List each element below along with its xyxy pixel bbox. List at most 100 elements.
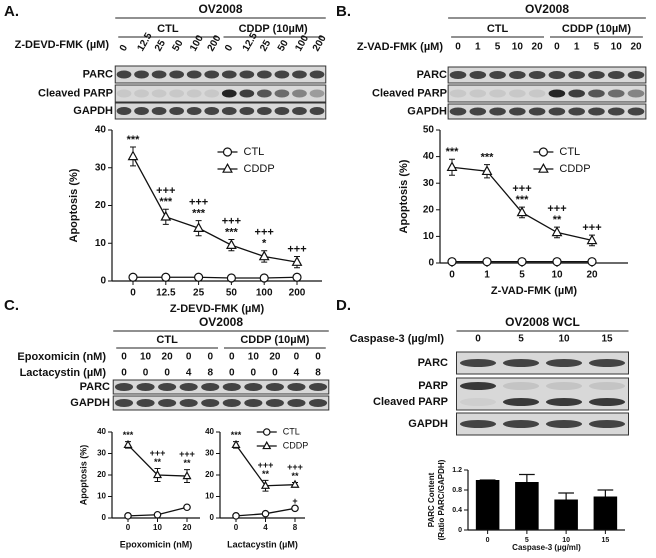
point — [225, 239, 237, 249]
lane-label: 0 — [207, 352, 213, 363]
series-line — [133, 276, 298, 279]
group-label: CDDP (10µM) — [240, 334, 309, 346]
blot-band — [256, 107, 272, 115]
significance: +++ — [287, 462, 303, 472]
lane-label: 0 — [229, 352, 235, 363]
y-tick-label: 40 — [97, 427, 106, 436]
blot-band — [588, 398, 626, 406]
panel-letter: B. — [336, 3, 351, 20]
lane-label: 0 — [475, 334, 481, 345]
blot-band — [545, 398, 583, 406]
significance: +++ — [547, 203, 566, 215]
y-tick-label: 50 — [423, 125, 435, 136]
legend-marker — [262, 440, 272, 450]
treatment-label: Z-DEVD-FMK (µM) — [15, 39, 110, 51]
legend-label: CTL — [244, 146, 265, 158]
row-label: GAPDH — [70, 397, 110, 409]
blot-box — [456, 412, 629, 436]
x-axis-label: Epoxomicin (nM) — [120, 539, 193, 549]
legend-label: CTL — [283, 426, 300, 436]
row-label: PARC — [417, 69, 447, 81]
blot-band — [239, 107, 255, 115]
bar — [515, 482, 539, 530]
legend-marker — [262, 428, 271, 436]
point — [194, 272, 204, 282]
lane-label: 0 — [251, 368, 257, 379]
y-tick-label: 0 — [428, 258, 434, 269]
legend-label: CDDP — [244, 163, 275, 175]
point — [226, 273, 236, 283]
lane-label: 12.5 — [135, 31, 154, 54]
blot-band — [274, 107, 290, 115]
y-axis-label: (Ratio PARC/GAPDH) — [437, 459, 446, 540]
blot-band — [509, 107, 526, 116]
y-tick-label: 0.8 — [452, 487, 462, 494]
x-tick-label: 0 — [130, 288, 136, 299]
lane-label: 10 — [248, 352, 260, 363]
lane-label: 50 — [276, 38, 291, 54]
significance: +++ — [150, 448, 166, 458]
group-label: CTL — [487, 23, 509, 35]
blot-band — [308, 383, 328, 391]
lane-label: 20 — [630, 42, 642, 53]
blot-band — [136, 399, 155, 407]
y-tick-label: 10 — [97, 492, 106, 501]
point — [517, 257, 527, 267]
y-tick-label: 20 — [95, 200, 107, 211]
y-tick-label: 20 — [423, 204, 435, 215]
point — [516, 206, 528, 217]
y-axis-label: Apoptosis (%) — [68, 168, 80, 242]
lane-label: 0 — [229, 368, 235, 379]
blot-band — [545, 359, 583, 367]
significance: *** — [516, 194, 530, 206]
blot-band — [545, 382, 583, 390]
blot-band — [509, 89, 526, 98]
blot-band — [274, 89, 290, 98]
blot-band — [607, 71, 625, 79]
y-tick-label: 0 — [102, 513, 107, 522]
lane-label: 25 — [153, 38, 168, 54]
blot-band — [204, 89, 220, 98]
point — [152, 469, 163, 479]
blot-band — [449, 71, 467, 79]
lane-label: 20 — [162, 352, 174, 363]
point — [261, 509, 270, 518]
blot-band — [548, 107, 566, 116]
lane-label: 25 — [258, 38, 273, 54]
x-tick-label: 100 — [256, 288, 273, 299]
blot-band — [151, 70, 167, 79]
blot-band — [309, 107, 325, 115]
blot-band — [292, 89, 307, 98]
blot-band — [568, 89, 585, 98]
significance: +++ — [582, 222, 601, 234]
legend-label: CDDP — [559, 163, 590, 175]
lane-label: 50 — [170, 38, 185, 54]
point — [292, 272, 302, 282]
blot-band — [545, 420, 583, 428]
significance: +++ — [258, 460, 274, 470]
significance: ** — [553, 214, 562, 226]
blot-band — [169, 70, 185, 79]
blot-band — [256, 70, 272, 79]
lane-label: 0 — [272, 368, 278, 379]
blot-band — [568, 71, 585, 79]
blot-band — [548, 89, 566, 98]
point — [551, 226, 563, 237]
blot-band — [179, 399, 198, 407]
x-tick-label: 0 — [234, 523, 239, 532]
lane-label: 20 — [532, 42, 544, 53]
lane-label: 100 — [293, 33, 311, 53]
lane-label: 10 — [611, 42, 623, 53]
point — [128, 272, 138, 282]
blot-band — [292, 70, 307, 79]
lane-label: 0 — [186, 352, 192, 363]
significance: +++ — [222, 215, 241, 227]
legend-marker — [538, 147, 549, 157]
blot-band — [469, 89, 487, 98]
legend-marker — [222, 147, 233, 157]
blot-band — [134, 70, 149, 79]
lane-label: 0 — [294, 352, 300, 363]
x-tick-label: 10 — [562, 537, 570, 544]
blot-band — [116, 107, 132, 115]
blot-band — [169, 107, 185, 115]
